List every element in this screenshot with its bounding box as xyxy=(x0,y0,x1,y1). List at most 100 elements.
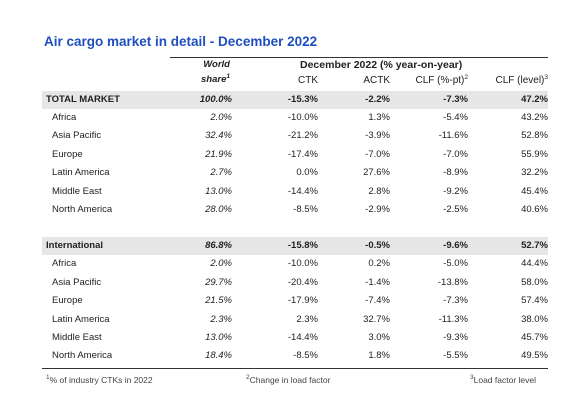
column-header-text: CLF (level) xyxy=(495,75,545,86)
rule xyxy=(170,57,548,58)
cell: 21.9% xyxy=(205,149,232,160)
cell: 2.3% xyxy=(296,314,318,325)
cell: 1.3% xyxy=(368,112,390,123)
cell: 45.4% xyxy=(521,186,548,197)
row-label: Latin America xyxy=(52,314,110,325)
cell: 43.2% xyxy=(521,112,548,123)
cell: -5.4% xyxy=(443,112,468,123)
footnote-text: % of industry CTKs in 2022 xyxy=(49,375,153,385)
cell: -5.0% xyxy=(443,258,468,269)
cell: 52.7% xyxy=(521,240,548,251)
cell: -7.4% xyxy=(365,295,390,306)
row-label: Middle East xyxy=(52,332,102,343)
column-header: ACTK xyxy=(300,75,390,87)
column-header-text: CTK xyxy=(298,75,318,86)
header-share: share1 xyxy=(150,73,230,86)
row-label: Asia Pacific xyxy=(52,277,102,288)
cell: 100.0% xyxy=(199,94,232,105)
cell: -2.5% xyxy=(443,204,468,215)
row-label: Middle East xyxy=(52,186,102,197)
cell: 38.0% xyxy=(521,314,548,325)
row-label: Africa xyxy=(52,258,77,269)
cell: 2.0% xyxy=(210,258,232,269)
rule xyxy=(42,368,548,369)
cell: -10.0% xyxy=(287,258,318,269)
cell: 32.4% xyxy=(205,130,232,141)
column-header: CLF (level)3 xyxy=(458,74,548,87)
footnote: 3Load factor level xyxy=(470,374,536,386)
cell: -8.5% xyxy=(293,204,318,215)
cell: -13.8% xyxy=(437,277,468,288)
cell: -10.0% xyxy=(287,112,318,123)
cell: -11.3% xyxy=(438,314,468,325)
cell: -7.0% xyxy=(443,149,468,160)
footnote-text: Change in load factor xyxy=(249,375,331,385)
cell: 13.0% xyxy=(205,186,232,197)
cell: 3.0% xyxy=(368,332,390,343)
cell: 47.2% xyxy=(521,94,548,105)
superscript: 2 xyxy=(246,374,250,381)
cell: -20.4% xyxy=(287,277,318,288)
cell: -17.9% xyxy=(287,295,318,306)
cell: -3.9% xyxy=(365,130,390,141)
footnote: 2Change in load factor xyxy=(246,374,330,386)
superscript: 3 xyxy=(544,74,548,81)
footnote: 1% of industry CTKs in 2022 xyxy=(46,374,153,386)
cell: -7.0% xyxy=(365,149,390,160)
cell: 40.6% xyxy=(521,204,548,215)
cell: 32.7% xyxy=(363,314,390,325)
cell: 49.5% xyxy=(521,350,548,361)
cell: 21.5% xyxy=(205,295,232,306)
cell: -7.3% xyxy=(443,94,468,105)
cell: 2.7% xyxy=(210,167,232,178)
cell: -9.6% xyxy=(443,240,468,251)
cell: -5.5% xyxy=(443,350,468,361)
cell: -9.2% xyxy=(443,186,468,197)
cell: -14.4% xyxy=(287,332,318,343)
header-group: December 2022 (% year-on-year) xyxy=(300,59,463,71)
cell: 32.2% xyxy=(521,167,548,178)
cell: 28.0% xyxy=(205,204,232,215)
cell: 0.2% xyxy=(368,258,390,269)
row-label: Europe xyxy=(52,149,83,160)
column-header-text: ACTK xyxy=(363,75,390,86)
cell: -9.3% xyxy=(443,332,468,343)
cell: 58.0% xyxy=(521,277,548,288)
cell: -8.9% xyxy=(443,167,468,178)
cell: 57.4% xyxy=(521,295,548,306)
cell: 1.8% xyxy=(368,350,390,361)
cell: 45.7% xyxy=(521,332,548,343)
cell: 2.0% xyxy=(210,112,232,123)
column-header: CTK xyxy=(228,75,318,87)
cell: 2.8% xyxy=(368,186,390,197)
superscript: 1 xyxy=(226,73,230,80)
cell: 13.0% xyxy=(205,332,232,343)
cell: 44.4% xyxy=(521,258,548,269)
cell: 55.9% xyxy=(521,149,548,160)
superscript: 2 xyxy=(464,74,468,81)
column-header-text: CLF (%-pt) xyxy=(415,75,465,86)
footnote-text: Load factor level xyxy=(473,375,536,385)
cell: -14.4% xyxy=(287,186,318,197)
cell: -0.5% xyxy=(365,240,390,251)
cell: -1.4% xyxy=(365,277,390,288)
cell: 86.8% xyxy=(205,240,232,251)
cell: -15.8% xyxy=(287,240,318,251)
row-label: TOTAL MARKET xyxy=(46,94,120,105)
cell: 0.0% xyxy=(296,167,318,178)
row-highlight xyxy=(42,237,548,255)
cell: -7.3% xyxy=(443,295,468,306)
row-label: Asia Pacific xyxy=(52,130,102,141)
cell: -11.6% xyxy=(438,130,468,141)
cell: -8.5% xyxy=(293,350,318,361)
superscript: 3 xyxy=(470,374,474,381)
header-share: World xyxy=(203,59,230,70)
row-label: North America xyxy=(52,350,113,361)
header-share-text: share xyxy=(201,74,227,85)
cell: 29.7% xyxy=(205,277,232,288)
row-highlight xyxy=(42,91,548,109)
row-label: Africa xyxy=(52,112,77,123)
superscript: 1 xyxy=(46,374,50,381)
cell: -17.4% xyxy=(287,149,318,160)
